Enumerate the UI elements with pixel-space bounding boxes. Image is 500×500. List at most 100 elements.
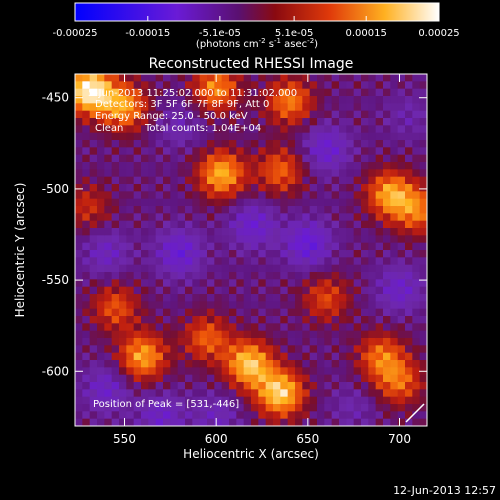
heatmap-cell bbox=[265, 242, 274, 251]
heatmap-cell bbox=[375, 132, 384, 141]
heatmap-cell bbox=[82, 411, 91, 420]
heatmap-cell bbox=[192, 411, 201, 420]
heatmap-cell bbox=[397, 191, 406, 200]
heatmap-cell bbox=[353, 323, 362, 332]
heatmap-cell bbox=[170, 330, 179, 339]
heatmap-cell bbox=[133, 286, 142, 295]
heatmap-cell bbox=[353, 154, 362, 163]
heatmap-cell bbox=[265, 294, 274, 302]
heatmap-cell bbox=[185, 257, 193, 266]
heatmap-cell bbox=[177, 308, 186, 317]
heatmap-cell bbox=[368, 220, 377, 229]
heatmap-cell bbox=[412, 220, 421, 229]
heatmap-cell bbox=[265, 323, 274, 332]
heatmap-cell bbox=[375, 184, 384, 192]
heatmap-cell bbox=[192, 206, 201, 214]
heatmap-cell bbox=[119, 389, 127, 398]
heatmap-cell bbox=[383, 206, 391, 214]
heatmap-cell bbox=[229, 88, 237, 97]
heatmap-cell bbox=[82, 228, 91, 236]
heatmap-cell bbox=[295, 228, 303, 236]
heatmap-cell bbox=[126, 213, 135, 222]
heatmap-cell bbox=[177, 242, 186, 251]
heatmap-cell bbox=[273, 338, 281, 346]
heatmap-cell bbox=[82, 125, 91, 134]
heatmap-cell bbox=[361, 206, 369, 214]
heatmap-cell bbox=[419, 308, 427, 317]
heatmap-cell bbox=[155, 191, 164, 200]
heatmap-cell bbox=[251, 96, 259, 104]
heatmap-cell bbox=[273, 323, 281, 332]
heatmap-cell bbox=[419, 301, 427, 310]
heatmap-cell bbox=[141, 132, 149, 141]
heatmap-cell bbox=[148, 301, 157, 310]
heatmap-cell bbox=[265, 411, 274, 420]
heatmap-cell bbox=[339, 404, 347, 412]
heatmap-cell bbox=[412, 147, 421, 156]
heatmap-cell bbox=[148, 88, 157, 97]
heatmap-cell bbox=[368, 330, 377, 339]
heatmap-cell bbox=[405, 162, 413, 170]
heatmap-cell bbox=[251, 279, 259, 288]
heatmap-cell bbox=[287, 294, 296, 302]
heatmap-cell bbox=[405, 154, 413, 163]
heatmap-cell bbox=[251, 228, 259, 236]
heatmap-cell bbox=[339, 374, 347, 383]
heatmap-cell bbox=[126, 81, 135, 90]
heatmap-cell bbox=[383, 286, 391, 295]
heatmap-cell bbox=[229, 250, 237, 258]
heatmap-cell bbox=[419, 360, 427, 368]
heatmap-cell bbox=[317, 74, 325, 82]
heatmap-cell bbox=[229, 294, 237, 302]
heatmap-cell bbox=[89, 418, 98, 426]
heatmap-cell bbox=[192, 103, 201, 112]
x-tick-label: 650 bbox=[296, 432, 319, 446]
heatmap-cell bbox=[346, 345, 355, 354]
heatmap-cell bbox=[309, 345, 318, 354]
heatmap-cell bbox=[324, 367, 333, 376]
heatmap-cell bbox=[397, 389, 406, 398]
heatmap-cell bbox=[353, 367, 362, 376]
heatmap-cell bbox=[185, 176, 193, 185]
heatmap-cell bbox=[126, 367, 135, 376]
heatmap-cell bbox=[405, 228, 413, 236]
heatmap-cell bbox=[317, 125, 325, 134]
heatmap-cell bbox=[368, 81, 377, 90]
heatmap-cell bbox=[361, 338, 369, 346]
heatmap-cell bbox=[287, 103, 296, 112]
heatmap-cell bbox=[104, 147, 113, 156]
heatmap-cell bbox=[383, 228, 391, 236]
heatmap-cell bbox=[126, 110, 135, 119]
x-tick-label: 550 bbox=[113, 432, 136, 446]
heatmap-cell bbox=[177, 286, 186, 295]
heatmap-cell bbox=[405, 316, 413, 324]
heatmap-cell bbox=[155, 81, 164, 90]
heatmap-cell bbox=[397, 316, 406, 324]
heatmap-cell bbox=[251, 272, 259, 280]
heatmap-cell bbox=[243, 352, 252, 361]
heatmap-cell bbox=[155, 125, 164, 134]
heatmap-cell bbox=[97, 191, 105, 200]
heatmap-cell bbox=[317, 272, 325, 280]
heatmap-cell bbox=[104, 118, 113, 126]
heatmap-cell bbox=[82, 396, 91, 405]
heatmap-cell bbox=[104, 418, 113, 426]
heatmap-cell bbox=[141, 191, 149, 200]
heatmap-cell bbox=[133, 345, 142, 354]
heatmap-cell bbox=[295, 250, 303, 258]
heatmap-cell bbox=[383, 323, 391, 332]
heatmap-cell bbox=[258, 74, 267, 82]
heatmap-cell bbox=[419, 330, 427, 339]
heatmap-cell bbox=[353, 88, 362, 97]
heatmap-cell bbox=[155, 140, 164, 148]
heatmap-cell bbox=[170, 367, 179, 376]
heatmap-cell bbox=[273, 220, 281, 229]
heatmap-cell bbox=[383, 235, 391, 244]
heatmap-cell bbox=[89, 88, 98, 97]
heatmap-cell bbox=[251, 352, 259, 361]
heatmap-cell bbox=[302, 74, 311, 82]
heatmap-cell bbox=[185, 110, 193, 119]
heatmap-cell bbox=[419, 257, 427, 266]
heatmap-cell bbox=[302, 294, 311, 302]
heatmap-cell bbox=[126, 374, 135, 383]
